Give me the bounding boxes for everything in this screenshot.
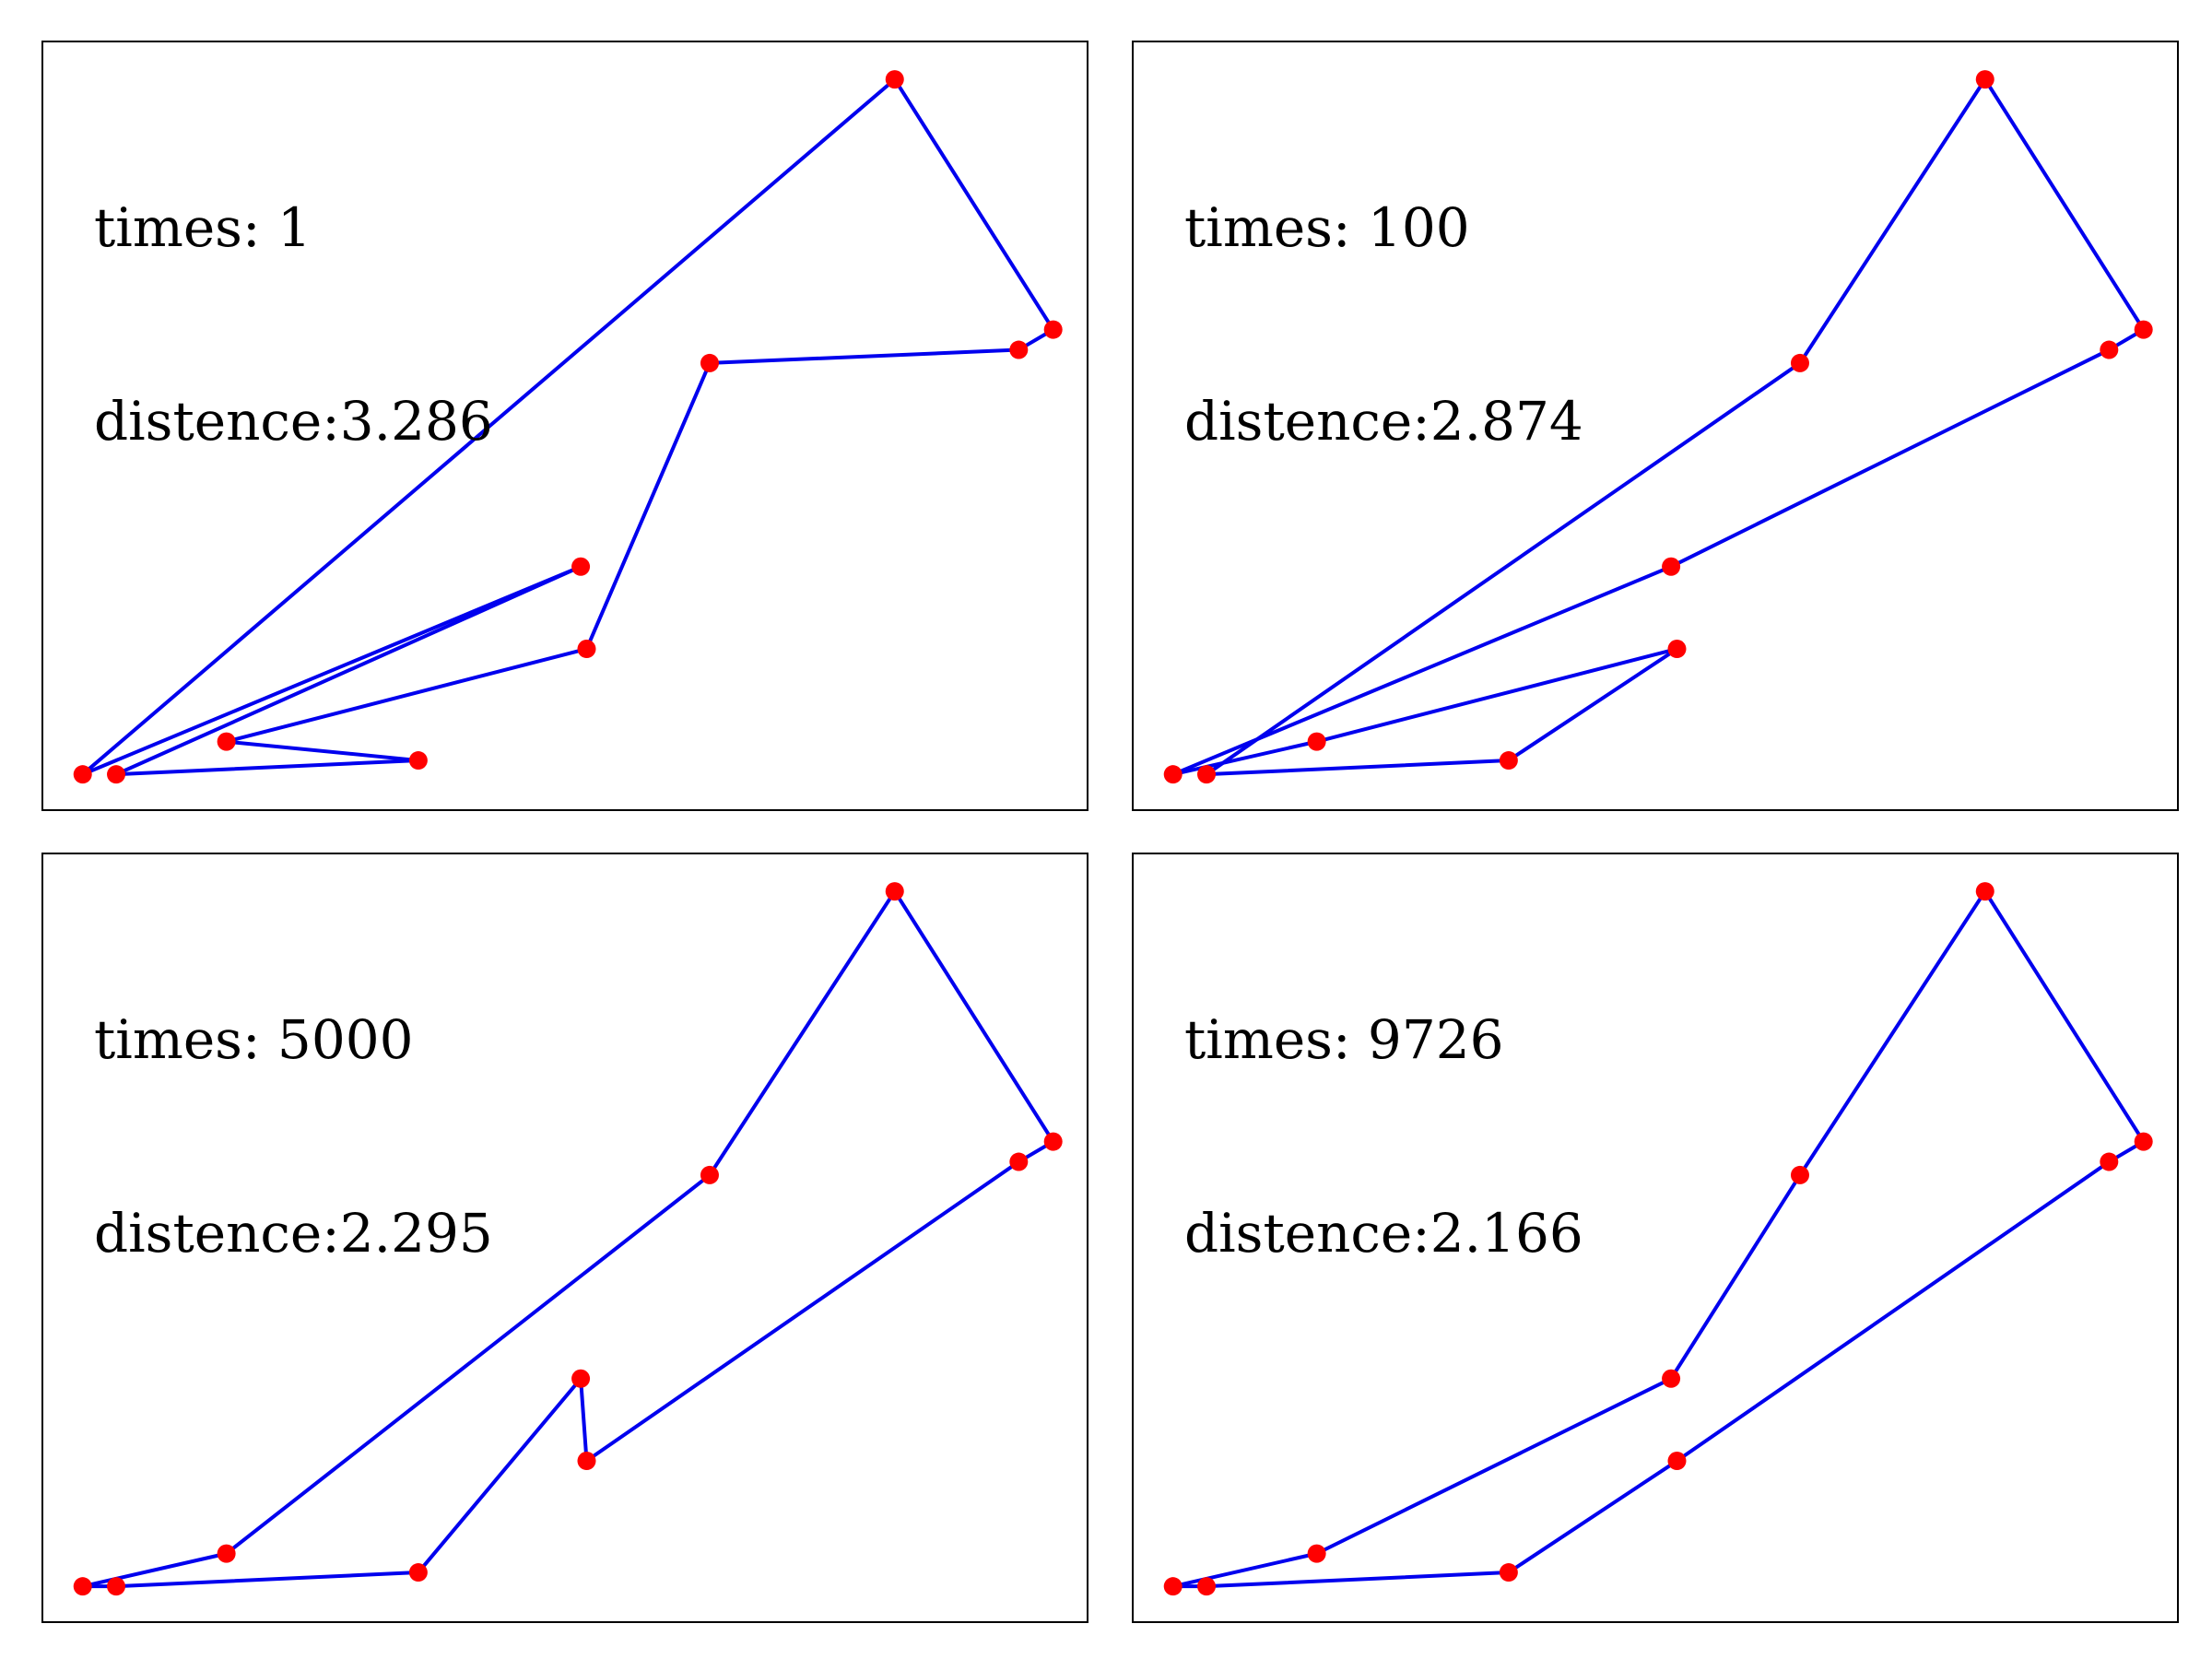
route-segment-B-D — [114, 1571, 420, 1589]
annotation: times: 9726 distence:2.166 — [1184, 878, 1583, 1394]
annotation: times: 5000 distence:2.295 — [94, 878, 493, 1394]
city-point-G — [700, 1165, 719, 1184]
city-point-D — [408, 751, 428, 771]
city-point-I — [2100, 1152, 2119, 1171]
city-point-F — [577, 640, 596, 659]
route-plot-100 — [1163, 70, 2153, 784]
distance-label: distence:3.286 — [94, 390, 493, 453]
city-point-D — [408, 1563, 428, 1583]
route-segment-G-C — [224, 1172, 712, 1556]
city-point-C — [217, 1544, 236, 1563]
route-plot-1 — [73, 70, 1063, 784]
city-point-E — [571, 557, 591, 576]
route-segment-E-C — [1314, 1376, 1674, 1556]
times-label: times: 100 — [1184, 196, 1470, 259]
route-segment-E-F — [579, 1376, 589, 1464]
city-point-G — [700, 353, 719, 372]
route-segment-E-I — [1669, 347, 2112, 569]
city-point-H — [885, 70, 904, 89]
route-segment-F-I — [584, 1159, 1021, 1464]
city-point-A — [1163, 765, 1182, 784]
route-segment-A-H — [80, 77, 897, 777]
route-segment-B-E — [114, 564, 583, 777]
city-point-B — [107, 1577, 126, 1596]
city-point-F — [577, 1452, 596, 1471]
route-segment-B-D — [1205, 1571, 1511, 1589]
city-point-E — [1662, 1369, 1681, 1388]
route-segment-D-E — [416, 1376, 583, 1575]
route-segment-J-H — [892, 889, 1055, 1144]
city-point-C — [1307, 1544, 1326, 1563]
city-point-B — [1197, 765, 1217, 784]
times-label: times: 9726 — [1184, 1008, 1504, 1071]
city-point-D — [1499, 1563, 1518, 1583]
annotation: times: 100 distence:2.874 — [1184, 66, 1583, 582]
route-segment-D-F — [1506, 1459, 1679, 1575]
city-point-A — [73, 765, 92, 784]
route-segment-B-D — [1205, 759, 1511, 777]
distance-label: distence:2.295 — [94, 1202, 493, 1265]
route-plot-9726 — [1163, 882, 2153, 1596]
route-segment-F-C — [224, 647, 589, 744]
city-point-J — [2134, 320, 2153, 339]
city-point-D — [1499, 751, 1518, 771]
route-segment-I-G — [707, 347, 1021, 365]
route-segment-F-I — [1675, 1159, 2112, 1464]
city-point-I — [1009, 340, 1029, 359]
city-point-C — [217, 732, 236, 751]
city-point-A — [1163, 1577, 1182, 1596]
city-point-C — [1307, 732, 1326, 751]
city-point-E — [571, 1369, 591, 1388]
city-point-J — [2134, 1132, 2153, 1151]
city-point-H — [885, 882, 904, 901]
route-segment-H-G — [1797, 889, 1987, 1177]
subplot-times-1: times: 1 distence:3.286 — [41, 41, 1088, 811]
route-segment-F-C — [1314, 647, 1679, 744]
route-segment-H-G — [707, 889, 897, 1177]
route-segment-D-B — [114, 759, 420, 777]
city-point-G — [1790, 353, 1809, 372]
distance-label: distence:2.874 — [1184, 390, 1583, 453]
route-segment-C-A — [1171, 739, 1319, 777]
subplot-times-9726: times: 9726 distence:2.166 — [1132, 853, 2179, 1623]
route-segment-H-G — [1797, 77, 1987, 365]
times-label: times: 5000 — [94, 1008, 414, 1071]
city-point-B — [107, 765, 126, 784]
route-segment-C-D — [224, 739, 420, 763]
city-point-A — [73, 1577, 92, 1596]
route-segment-G-F — [584, 360, 712, 652]
city-point-H — [1975, 882, 1994, 901]
route-segment-C-A — [1171, 1551, 1319, 1589]
city-point-B — [1197, 1577, 1217, 1596]
city-point-J — [1043, 320, 1063, 339]
route-segment-D-F — [1506, 647, 1679, 763]
annotation: times: 1 distence:3.286 — [94, 66, 493, 582]
times-label: times: 1 — [94, 196, 312, 259]
route-segment-J-H — [1983, 77, 2146, 332]
route-segment-E-A — [80, 564, 583, 777]
route-segment-H-J — [892, 77, 1055, 332]
route-plot-5000 — [73, 882, 1063, 1596]
city-point-I — [2100, 340, 2119, 359]
subplot-times-5000: times: 5000 distence:2.295 — [41, 853, 1088, 1623]
route-segment-J-H — [1983, 889, 2146, 1144]
subplot-times-100: times: 100 distence:2.874 — [1132, 41, 2179, 811]
city-point-I — [1009, 1152, 1029, 1171]
route-segment-G-B — [1205, 360, 1802, 777]
city-point-F — [1667, 1452, 1687, 1471]
distance-label: distence:2.166 — [1184, 1202, 1583, 1265]
city-point-H — [1975, 70, 1994, 89]
city-point-J — [1043, 1132, 1063, 1151]
city-point-F — [1667, 640, 1687, 659]
city-point-E — [1662, 557, 1681, 576]
city-point-G — [1790, 1165, 1809, 1184]
route-segment-C-A — [80, 1551, 229, 1589]
route-segment-G-E — [1669, 1172, 1802, 1381]
